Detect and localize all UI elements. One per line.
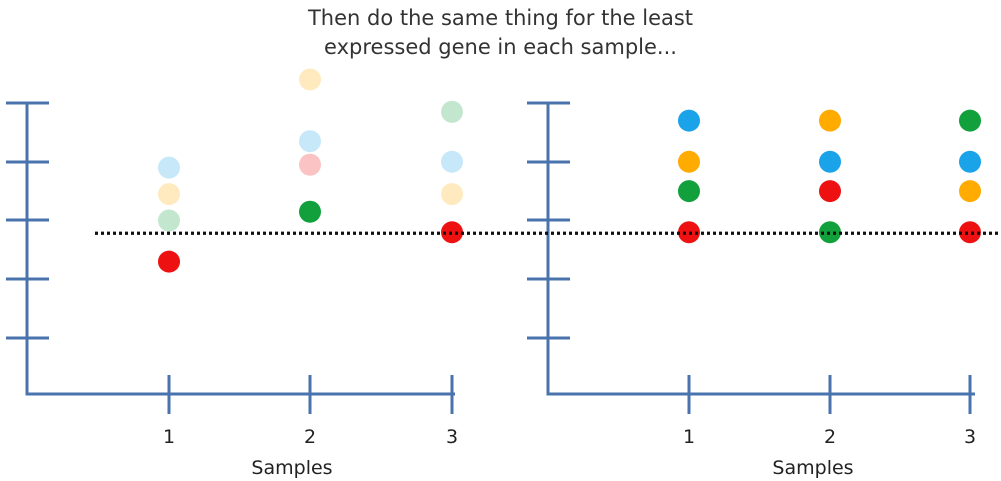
blue-gene-dot-faded — [158, 156, 180, 179]
orange-gene-dot-faded — [441, 183, 463, 206]
green-gene-dot-faded — [441, 100, 463, 123]
panel-after: 1 2 3 Samples — [527, 101, 981, 479]
sample-2-label: 2 — [824, 426, 836, 448]
red-gene-dot-faded — [299, 153, 321, 176]
sample-3-label: 3 — [964, 426, 976, 448]
green-gene-dot — [959, 109, 981, 132]
orange-gene-dot — [819, 109, 841, 132]
red-gene-dot — [819, 180, 841, 203]
title-line-2: expressed gene in each sample... — [324, 35, 677, 59]
blue-gene-dot — [678, 109, 700, 132]
green-gene-dot — [299, 200, 321, 223]
sample-2-label: 2 — [304, 426, 316, 448]
red-gene-dot — [959, 221, 981, 244]
blue-gene-dot — [959, 150, 981, 173]
sample-1-label: 1 — [163, 426, 175, 448]
red-gene-dot — [158, 250, 180, 273]
slide-title: Then do the same thing for the least exp… — [0, 4, 1001, 62]
title-line-1: Then do the same thing for the least — [307, 6, 694, 30]
panel-before: 1 2 3 Samples — [6, 68, 463, 479]
orange-gene-dot — [959, 180, 981, 203]
green-gene-dot — [678, 180, 700, 203]
orange-gene-dot-faded — [158, 183, 180, 206]
orange-gene-dot — [678, 150, 700, 173]
blue-gene-dot-faded — [441, 150, 463, 173]
blue-gene-dot — [819, 150, 841, 173]
x-axis-title: Samples — [251, 457, 332, 479]
blue-gene-dot-faded — [299, 130, 321, 153]
x-axis-title: Samples — [772, 457, 853, 479]
orange-gene-dot-faded — [299, 68, 321, 91]
green-gene-dot-faded — [158, 209, 180, 232]
sample-3-label: 3 — [446, 426, 458, 448]
sample-1-label: 1 — [683, 426, 695, 448]
